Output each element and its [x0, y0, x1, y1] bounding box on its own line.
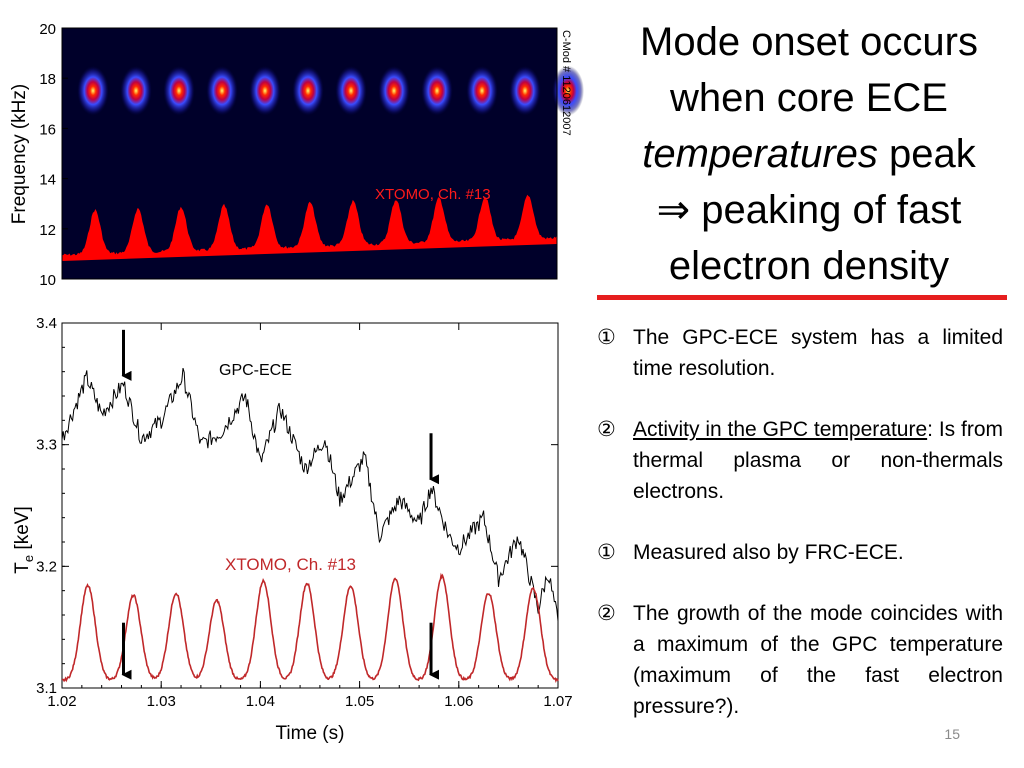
bullet-2-marker: ②	[597, 418, 616, 441]
spectrogram-burst	[378, 65, 410, 116]
bullet-4-marker: ②	[597, 602, 616, 625]
bullet-1-marker: ①	[597, 326, 616, 349]
y-tick-label: 3.1	[36, 680, 57, 697]
temperature-x-axis-label: Time (s)	[276, 723, 345, 744]
spectrogram-burst	[552, 65, 584, 116]
y-axis-symbol: T	[12, 562, 33, 574]
temperature-plot-area	[61, 322, 559, 689]
spectrogram-burst	[335, 65, 367, 116]
title-line-3: temperatures peak	[600, 126, 1018, 182]
y-axis-unit: [keV]	[12, 506, 33, 555]
spectrogram-y-tick-label: 16	[39, 121, 56, 138]
x-tick-label: 1.03	[147, 693, 176, 710]
temperature-chart: 1.02 1.03 1.04 1.05 1.06 1.07 3.4 3.3 3.2 3.1 GPC…	[12, 315, 573, 744]
bullet-2-rest: : Is from thermal plasma or non-thermals…	[633, 418, 1003, 503]
gpc-ece-line	[61, 367, 559, 622]
shot-number-label: C-Mod # 1120612007	[560, 30, 572, 136]
spectrogram-y-tick-label: 14	[39, 172, 56, 189]
bullet-1-text: The GPC-ECE system has a limited time re…	[633, 326, 1003, 380]
x-tick-label: 1.06	[444, 693, 473, 710]
temperature-y-axis-label: Te [keV]	[12, 506, 36, 573]
spectrogram-y-tick-label: 10	[39, 272, 56, 289]
x-tick-label: 1.07	[543, 693, 572, 710]
spectrogram-frame	[61, 27, 558, 280]
spectrogram-burst	[163, 65, 195, 116]
gpc-ece-series-label: GPC-ECE	[219, 362, 292, 379]
spectrogram-chart: 20 18 16 14 12 10 Frequency (kHz) C-Mod # 112…	[9, 21, 584, 289]
x-tick-label: 1.04	[246, 693, 275, 710]
spectrogram-y-axis-label: Frequency (kHz)	[9, 84, 30, 224]
spectrogram-burst	[120, 65, 152, 116]
spectrogram-y-tick-label: 20	[39, 21, 56, 38]
xtomo-series-label: XTOMO, Ch. #13	[225, 555, 356, 574]
spectrogram-y-tick-label: 12	[39, 222, 56, 239]
x-tick-label: 1.05	[345, 693, 374, 710]
y-tick-label: 3.2	[36, 558, 57, 575]
spectrogram-y-tick-label: 18	[39, 71, 56, 88]
title-line-3-rest: peak	[877, 132, 976, 176]
title-italic-word: temperatures	[642, 132, 878, 176]
spectrogram-burst	[292, 65, 324, 116]
title-line-4: ⇒ peaking of fast	[656, 188, 962, 232]
slide-title: Mode onset occurs when core ECE temperat…	[600, 14, 1018, 294]
xtomo-line	[61, 572, 559, 684]
bullet-2-underlined: Activity in the GPC temperature	[633, 418, 928, 441]
x-tick-label: 1.02	[47, 693, 76, 710]
title-line-1: Mode onset occurs	[640, 20, 978, 64]
spectrogram-burst	[206, 65, 238, 116]
spectrogram-burst	[421, 65, 453, 116]
title-underline-rule	[597, 295, 1007, 300]
bullet-3-text: Measured also by FRC-ECE.	[633, 541, 904, 564]
slide-number: 15	[944, 726, 960, 742]
bullet-2-text: Activity in the GPC temperature: Is from…	[633, 414, 1003, 507]
spectrogram-burst	[249, 65, 281, 116]
title-line-2: when core ECE	[670, 76, 948, 120]
title-line-5: electron density	[668, 244, 950, 288]
y-tick-label: 3.4	[36, 315, 57, 332]
spectrogram-burst	[509, 65, 541, 116]
spectrogram-burst	[466, 65, 498, 116]
y-axis-subscript: e	[21, 555, 36, 562]
spectrogram-xtomo-trace	[62, 194, 557, 261]
bullet-4-text: The growth of the mode coincides with a …	[633, 602, 1003, 718]
bullet-3-marker: ①	[597, 541, 616, 564]
spectrogram-burst	[77, 65, 109, 116]
spectrogram-annotation: XTOMO, Ch. #13	[375, 186, 491, 203]
y-tick-label: 3.3	[36, 437, 57, 454]
